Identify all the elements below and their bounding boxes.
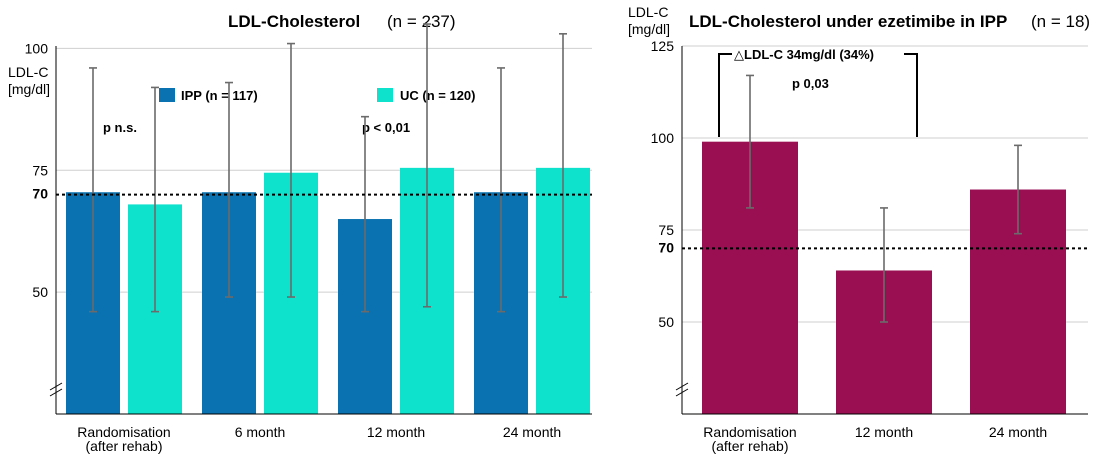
right-p-value: p 0,03 [792,76,829,91]
left-error-bar [559,33,567,298]
right-axis-break-icon [675,382,689,397]
left-chart-subtitle: (n = 237) [387,12,456,31]
right-y-axis-label: LDL-C [628,4,668,20]
right-y-axis-unit: [mg/dl] [628,21,670,37]
legend-label-uc: UC (n = 120) [400,88,476,103]
right-x-tick-labels: Randomisation(after rehab) 12 month 24 mon… [703,424,1047,454]
legend-label-ipp: IPP (n = 117) [181,88,258,103]
left-error-bar [151,86,159,313]
delta-bracket: △LDL-C 34mg/dl (34%) [718,47,918,137]
right-error-bar [746,74,754,209]
left-error-bar [361,115,369,313]
left-axis-break-icon [49,382,63,397]
right-error-bar [1014,144,1022,235]
right-chart: LDL-Cholesterol under ezetimibe in IPP (… [628,4,1090,454]
right-error-bars [746,74,1022,323]
left-annotation-randomisation: p n.s. [103,120,137,135]
left-error-bar [89,67,97,313]
legend-swatch-ipp [159,88,175,102]
left-y-tick-label: 100 [25,40,49,56]
right-error-bar [880,207,888,323]
right-x-tick-sublabel: (after rehab) [711,438,788,454]
right-y-tick-label: 50 [658,314,674,330]
right-y-tick-label: 75 [658,222,674,238]
left-y-axis-unit: [mg/dl] [8,81,50,97]
right-y-tick-label: 100 [651,130,675,146]
left-x-tick-labels: Randomisation(after rehab) 6 month 12 mont… [77,424,561,454]
left-error-bar [287,42,295,298]
legend-swatch-uc [377,88,393,102]
right-x-tick-label: 12 month [855,424,913,440]
right-y-ticks: 50 75 100 125 [651,38,675,330]
left-legend: IPP (n = 117) UC (n = 120) [159,88,476,103]
left-y-ticks: 50 75 100 [25,40,49,300]
left-error-bars [89,23,567,313]
left-y-axis-label: LDL-C [8,64,48,80]
left-reference-line: 70 [32,186,592,202]
left-x-tick-label: Randomisation [77,424,170,440]
left-annotation-12-month: p < 0,01 [362,120,410,135]
left-error-bar [497,67,505,313]
right-reference-line: 70 [658,239,1088,255]
left-error-bar [423,23,431,308]
left-x-tick-label: 6 month [235,424,286,440]
left-reference-label: 70 [32,186,48,202]
delta-annotation: △LDL-C 34mg/dl (34%) [734,47,874,62]
right-x-tick-label: Randomisation [703,424,796,440]
left-x-tick-label: 24 month [503,424,561,440]
left-y-tick-label: 50 [32,284,48,300]
left-x-tick-sublabel: (after rehab) [85,438,162,454]
right-reference-label: 70 [658,239,674,255]
right-chart-title: LDL-Cholesterol under ezetimibe in IPP [689,12,1007,31]
right-y-tick-label: 125 [651,38,675,54]
left-bars [66,167,590,414]
left-error-bar [225,81,233,298]
right-chart-subtitle: (n = 18) [1031,12,1090,31]
left-x-tick-label: 12 month [367,424,425,440]
left-chart-title: LDL-Cholesterol [228,12,360,31]
right-x-tick-label: 24 month [989,424,1047,440]
left-y-tick-label: 75 [32,162,48,178]
left-chart: LDL-Cholesterol (n = 237) LDL-C [mg/dl] … [8,12,592,454]
